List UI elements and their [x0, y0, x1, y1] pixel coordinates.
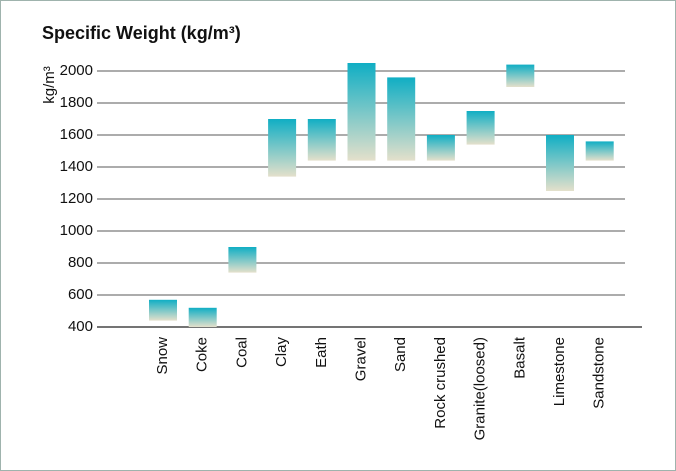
y-tick-label: 1400	[60, 158, 93, 175]
bar	[307, 119, 336, 161]
x-tick-label: Gravel	[352, 337, 369, 381]
y-tick-label: 1000	[60, 222, 93, 239]
y-tick-label: 600	[68, 286, 93, 303]
x-tick-label: Sand	[392, 337, 409, 372]
y-axis-label: kg/m³	[41, 66, 58, 104]
x-tick-label: Sandstone	[591, 337, 608, 409]
bar	[268, 119, 297, 177]
bar	[149, 299, 177, 321]
x-tick-label: Eath	[313, 337, 330, 368]
chart-title: Specific Weight (kg/m³)	[42, 23, 241, 43]
x-tick-label: Granite(loosed)	[472, 337, 489, 440]
x-tick-label: Limestone	[551, 337, 568, 406]
y-tick-label: 400	[68, 318, 93, 335]
bar	[188, 307, 217, 327]
bar	[466, 111, 495, 145]
x-tick-label: Coal	[233, 337, 250, 368]
x-tick-label: Rock crushed	[432, 337, 449, 429]
bar	[585, 141, 614, 161]
y-tick-label: 2000	[60, 62, 93, 79]
y-tick-label: 800	[68, 254, 93, 271]
bar	[506, 64, 535, 87]
y-tick-label: 1600	[60, 126, 93, 143]
bar	[347, 63, 376, 161]
y-tick-label: 1200	[60, 190, 93, 207]
bar	[387, 77, 416, 161]
x-tick-label: Snow	[154, 337, 171, 375]
bar	[546, 135, 574, 191]
x-tick-label: Basalt	[511, 336, 528, 379]
bar	[228, 247, 257, 273]
y-tick-label: 1800	[60, 94, 93, 111]
bar	[426, 135, 455, 161]
x-tick-label: Clay	[273, 337, 290, 368]
x-tick-label: Coke	[194, 337, 211, 372]
